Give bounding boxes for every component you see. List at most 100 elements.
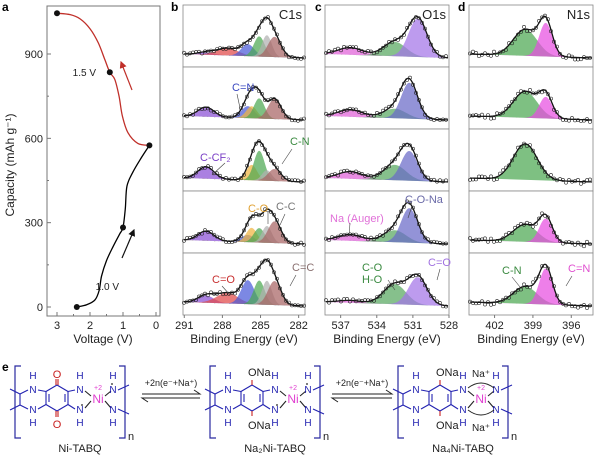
data-point bbox=[290, 240, 294, 245]
data-point bbox=[296, 178, 300, 183]
data-point bbox=[495, 177, 499, 182]
atom-n: N bbox=[29, 405, 36, 416]
left-bracket bbox=[14, 365, 21, 439]
panel-title: N1s bbox=[567, 7, 591, 22]
bond bbox=[487, 400, 495, 409]
data-point bbox=[555, 178, 559, 183]
data-point bbox=[302, 178, 306, 183]
panel-letter-e: e bbox=[2, 360, 9, 374]
data-point bbox=[381, 108, 385, 113]
data-point bbox=[324, 298, 328, 303]
x-axis-label: Binding Energy (eV) bbox=[190, 332, 297, 346]
data-point bbox=[248, 87, 252, 92]
spectrum-row bbox=[182, 190, 306, 254]
data-point bbox=[555, 110, 559, 115]
data-point bbox=[513, 37, 517, 42]
bond bbox=[67, 389, 76, 393]
data-point bbox=[239, 106, 243, 111]
data-point bbox=[492, 116, 496, 121]
data-point bbox=[534, 91, 538, 96]
data-point bbox=[242, 228, 246, 233]
data-point bbox=[200, 293, 204, 298]
data-point bbox=[248, 216, 252, 221]
component-cc2 bbox=[184, 221, 304, 244]
data-point bbox=[393, 157, 397, 162]
data-point bbox=[242, 278, 246, 282]
radical-dot bbox=[306, 383, 308, 385]
data-point bbox=[531, 280, 535, 285]
data-point bbox=[278, 40, 282, 45]
data-point bbox=[558, 239, 562, 243]
fit-envelope bbox=[325, 142, 449, 183]
data-point bbox=[522, 222, 526, 227]
data-point bbox=[513, 97, 517, 102]
bond bbox=[312, 408, 325, 415]
repeat-n: n bbox=[128, 431, 134, 443]
x-tick-label: 2 bbox=[87, 320, 93, 332]
component-ccf2 bbox=[184, 231, 304, 244]
bond bbox=[299, 400, 307, 409]
data-point bbox=[236, 237, 240, 242]
data-point bbox=[570, 54, 574, 59]
label-leader-line bbox=[211, 162, 226, 176]
data-point bbox=[528, 88, 532, 92]
data-point bbox=[260, 143, 264, 147]
label-leader-line bbox=[289, 274, 297, 287]
data-point bbox=[209, 165, 213, 170]
data-point bbox=[429, 42, 433, 47]
data-point bbox=[339, 110, 343, 115]
data-point bbox=[182, 50, 186, 55]
data-point bbox=[423, 112, 427, 117]
data-point bbox=[275, 276, 279, 281]
label-leader-line bbox=[221, 285, 231, 296]
data-point bbox=[387, 227, 391, 232]
coordination-arc bbox=[467, 382, 495, 389]
data-point bbox=[260, 92, 264, 96]
data-point bbox=[284, 237, 288, 242]
component-cona bbox=[326, 82, 448, 120]
atom-h: H bbox=[271, 371, 278, 382]
data-point bbox=[351, 297, 355, 302]
data-point bbox=[522, 24, 526, 29]
data-point bbox=[405, 25, 409, 30]
data-point bbox=[287, 115, 291, 120]
data-point bbox=[399, 35, 403, 40]
charge-curve bbox=[56, 12, 150, 147]
data-point bbox=[486, 239, 490, 244]
data-point bbox=[378, 294, 382, 299]
data-point bbox=[531, 148, 535, 153]
sodium-ion: Na⁺ bbox=[472, 423, 490, 434]
data-point bbox=[206, 293, 210, 298]
data-point bbox=[191, 112, 195, 117]
data-point bbox=[206, 106, 210, 111]
data-point bbox=[444, 117, 448, 122]
row-frame bbox=[324, 66, 450, 130]
data-point bbox=[417, 16, 421, 21]
data-point bbox=[519, 144, 523, 149]
data-point bbox=[531, 28, 535, 33]
data-point bbox=[281, 46, 285, 51]
data-point bbox=[224, 175, 228, 180]
data-point bbox=[495, 53, 499, 57]
atom-n: N bbox=[459, 405, 466, 416]
data-point bbox=[245, 40, 249, 45]
data-point bbox=[327, 174, 331, 179]
label-leader-line bbox=[407, 205, 413, 219]
bond bbox=[262, 389, 271, 393]
bond bbox=[279, 390, 287, 397]
label-leader-line bbox=[281, 148, 293, 165]
data-point bbox=[513, 225, 517, 230]
atom-h: H bbox=[304, 371, 311, 382]
right-bracket bbox=[502, 365, 509, 439]
data-point bbox=[405, 199, 409, 204]
data-point bbox=[531, 224, 535, 229]
data-point bbox=[423, 283, 427, 288]
component-co bbox=[184, 227, 304, 244]
data-point bbox=[302, 55, 306, 60]
data-point bbox=[588, 56, 592, 60]
data-point bbox=[327, 113, 331, 118]
data-point bbox=[296, 242, 300, 246]
data-point bbox=[588, 120, 592, 124]
atom-h: H bbox=[459, 371, 466, 382]
